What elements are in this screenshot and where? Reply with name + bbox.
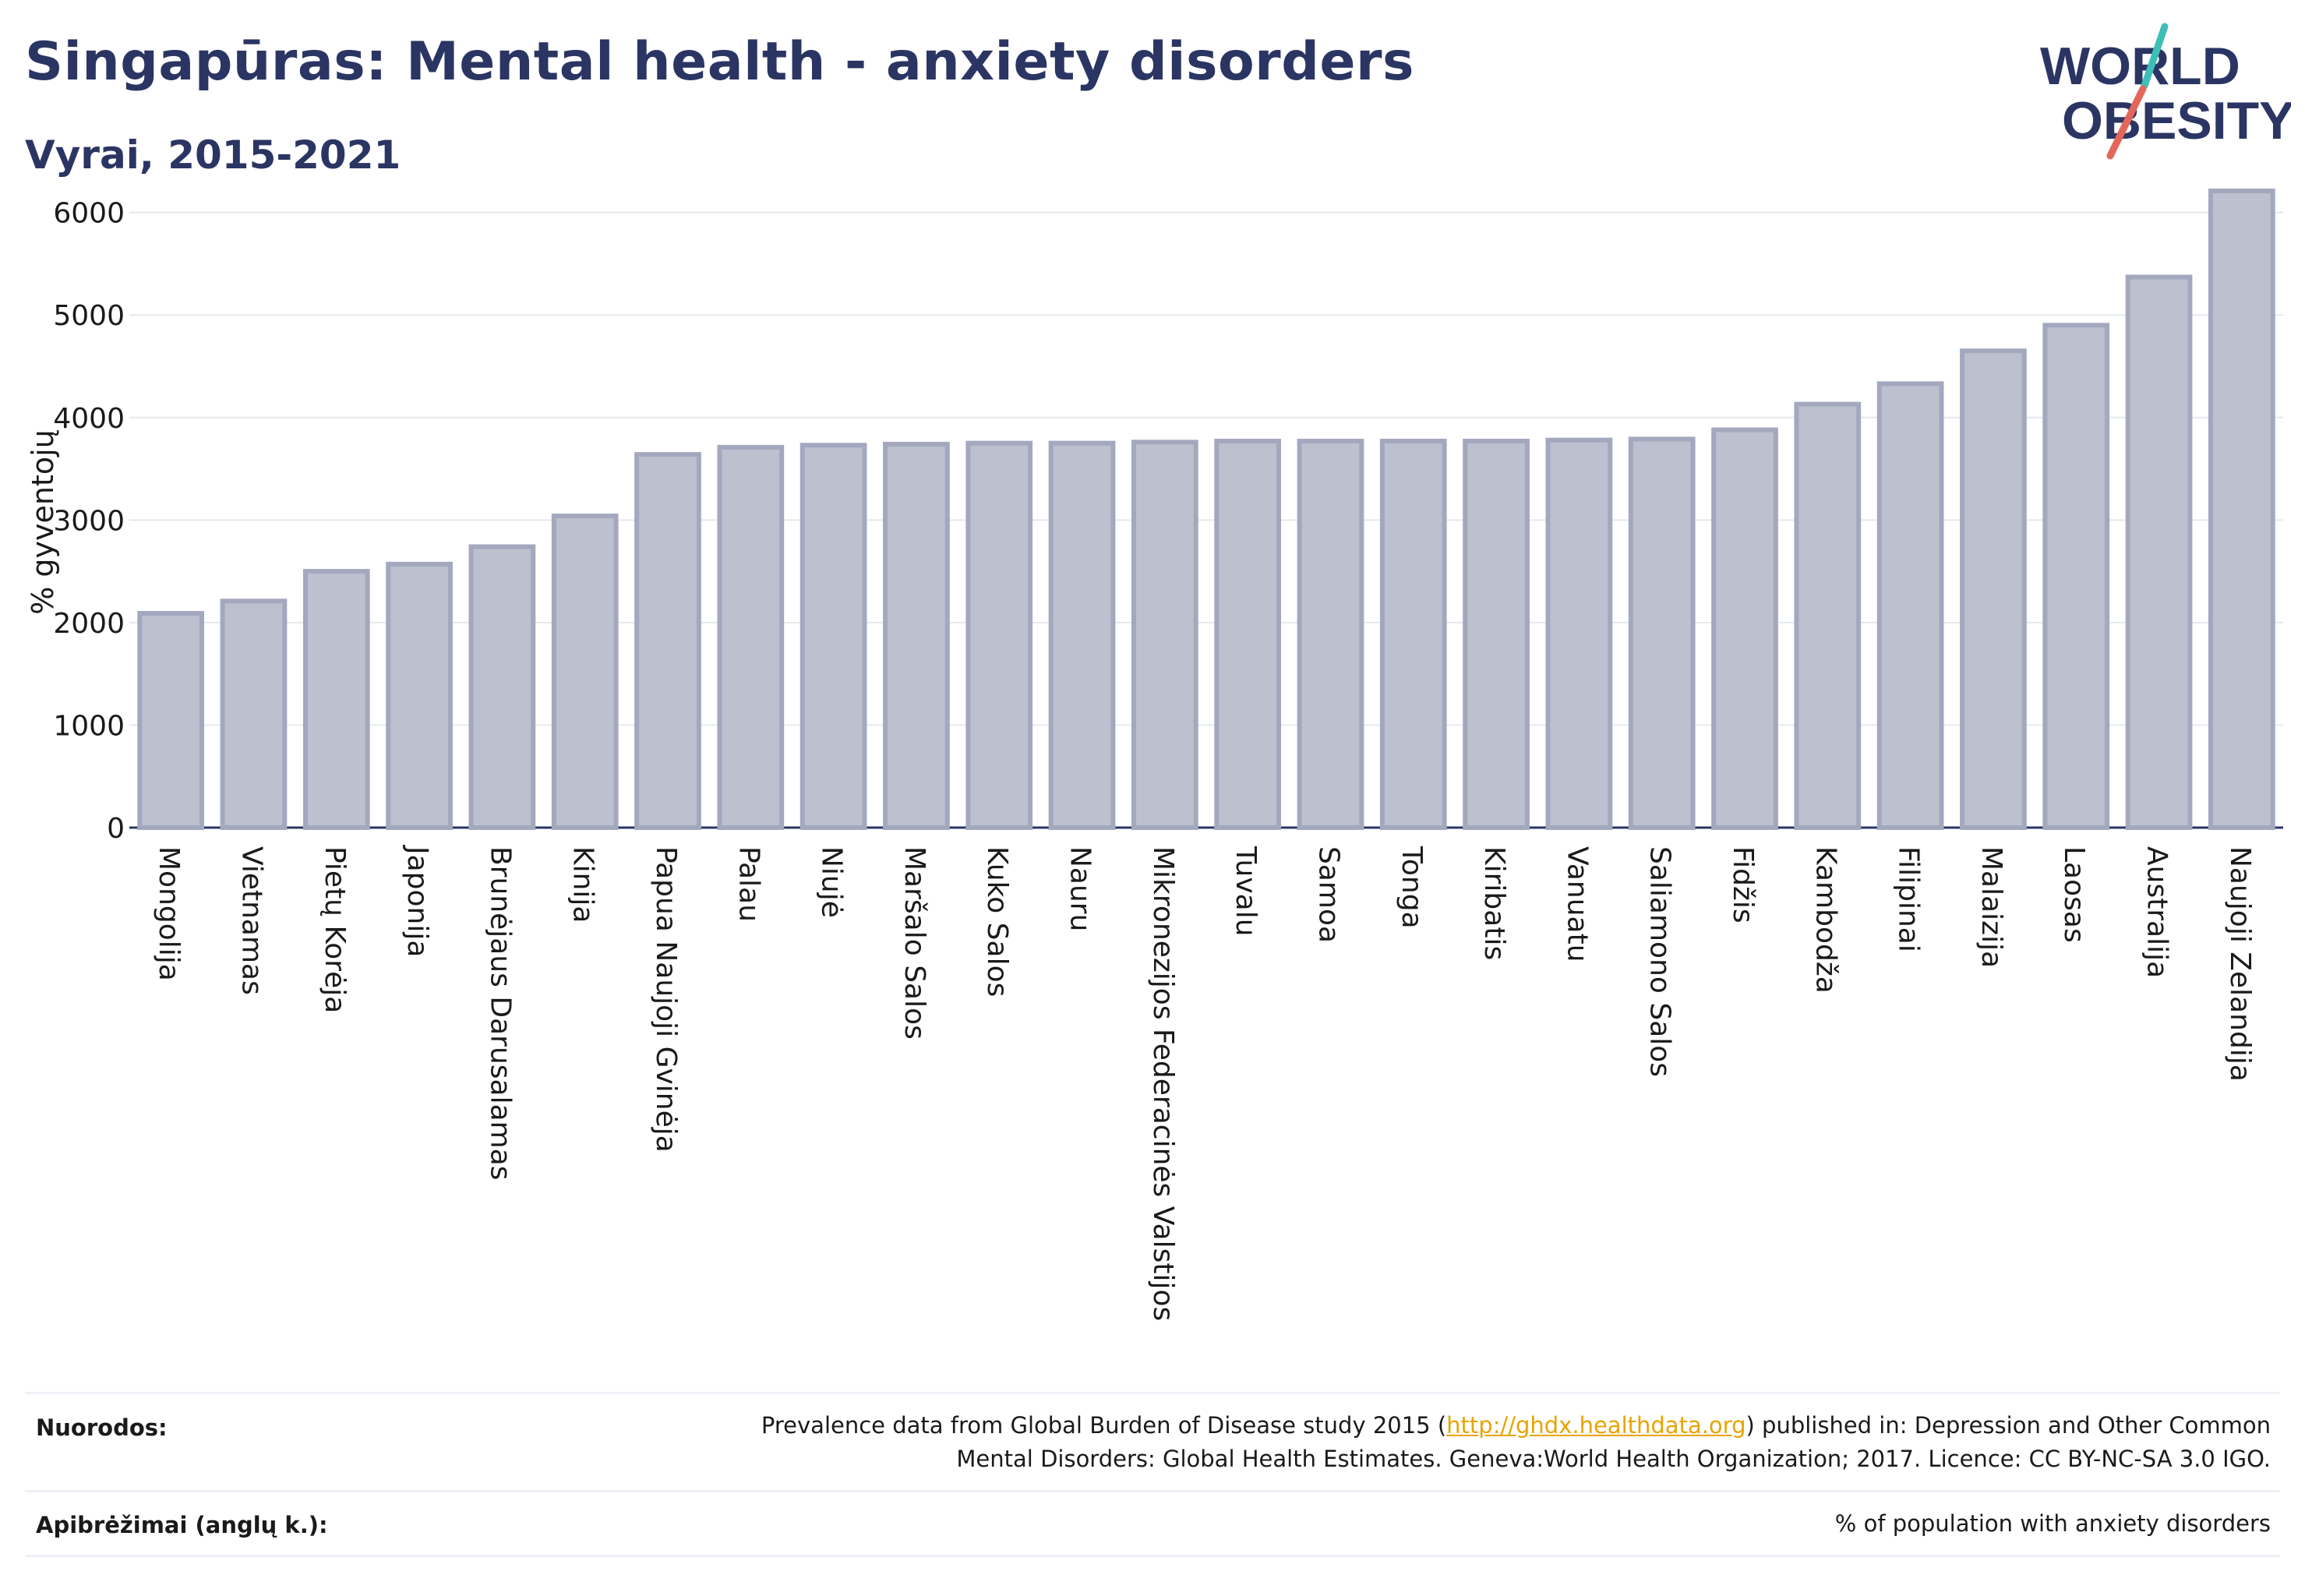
x-tick-label: Tuvalu [1230,846,1262,937]
bar [468,544,536,830]
bar [1876,381,1944,831]
x-tick-label: Laosas [2058,846,2090,943]
footer-divider-top [25,1392,2280,1394]
bar [2125,274,2193,830]
y-tick-label: 3000 [53,505,125,537]
bar [883,441,950,830]
x-tick-label: Australija [2141,846,2173,978]
bar [1048,440,1116,830]
x-tick-label: Tonga [1396,846,1428,929]
references-text-before: Prevalence data from Global Burden of Di… [761,1412,1447,1439]
y-tick-label: 6000 [53,198,125,230]
references-text-line2: Mental Disorders: Global Health Estimate… [956,1446,2271,1472]
x-tick-label: Fidžis [1727,846,1759,923]
bar [551,514,619,830]
bar [1711,427,1778,830]
bar [2042,323,2110,830]
references-link[interactable]: http://ghdx.healthdata.org [1446,1412,1746,1439]
x-tick-label: Malaizija [1975,846,2007,968]
x-tick-label: Samoa [1312,846,1344,943]
bar [965,440,1033,830]
y-tick-label: 5000 [53,300,125,332]
x-tick-label: Maršalo Salos [898,846,930,1040]
bar [2208,188,2275,830]
logo-slash-teal [2141,23,2169,90]
bar [1379,439,1447,831]
bar [137,611,205,830]
x-tick-label: Kinija [567,846,599,923]
x-tick-label: Saliamono Salos [1644,846,1676,1077]
x-tick-label: Niujė [816,846,848,918]
chart-title: Singapūras: Mental health - anxiety diso… [25,31,1414,93]
logo-line-2: OBESITY [2062,91,2291,150]
bar [1545,437,1613,830]
bar [1960,348,2027,830]
bar [386,561,453,831]
x-tick-label: Vietnamas [235,846,267,995]
x-tick-label: Kiribatis [1478,846,1510,960]
references-label: Nuorodos: [36,1414,168,1441]
x-tick-label: Vanuatu [1561,846,1593,962]
bar [1463,439,1530,831]
x-tick-label: Palau [732,846,764,922]
x-tick-label: Brunėjaus Darusalamas [484,846,516,1181]
x-tick-labels: Mongolija Vietnamas Pietų Korėja Japonija Br… [153,845,2256,1321]
x-tick-label: Mikronezijos Federacinės Valstijos [1147,846,1179,1321]
x-tick-label: Mongolija [153,846,185,981]
references-text-after: ) published in: Depression and Other Com… [1746,1412,2271,1439]
bar [1214,439,1282,831]
y-tick-label: 4000 [53,403,125,435]
footer-divider-middle [25,1490,2280,1492]
bar-chart: 0 1000 2000 3000 4000 5000 6000 Mongolija Vietn… [26,188,2283,1321]
bar [1297,439,1364,831]
bar [1628,436,1696,830]
bar [800,443,867,830]
footer-divider-bottom [25,1555,2280,1557]
bar [1794,401,1862,830]
definitions-label: Apibrėžimai (anglų k.): [36,1512,328,1538]
chart-subtitle: Vyrai, 2015-2021 [25,132,401,178]
bar [634,452,701,830]
y-tick-label: 0 [107,813,125,845]
x-tick-label: Japonija [401,845,433,957]
bar [220,598,288,830]
y-tick-label: 2000 [53,608,125,640]
x-tick-label: Kambodža [1809,846,1841,994]
x-tick-label: Filipinai [1893,846,1925,952]
logo-slash-red [2106,85,2147,160]
bar [1131,440,1198,830]
x-tick-label: Naujoji Zelandija [2224,846,2256,1082]
references-text: Prevalence data from Global Burden of Di… [761,1409,2271,1476]
y-tick-labels: 0 1000 2000 3000 4000 5000 6000 [53,198,125,845]
definitions-text: % of population with anxiety disorders [1834,1510,2271,1537]
bar [717,444,785,830]
bar-layer [137,188,2275,831]
x-tick-label: Pietų Korėja [319,846,351,1013]
x-tick-label: Papua Naujoji Gvinėja [650,846,682,1153]
world-obesity-logo: WORLD OBESITY [2040,23,2291,160]
y-axis-label: % gyventojų [26,429,60,615]
y-tick-label: 1000 [53,710,125,742]
bar [302,569,370,830]
logo-line-1: WORLD [2040,37,2240,96]
x-tick-label: Kuko Salos [981,846,1013,997]
x-tick-label: Nauru [1064,846,1096,931]
